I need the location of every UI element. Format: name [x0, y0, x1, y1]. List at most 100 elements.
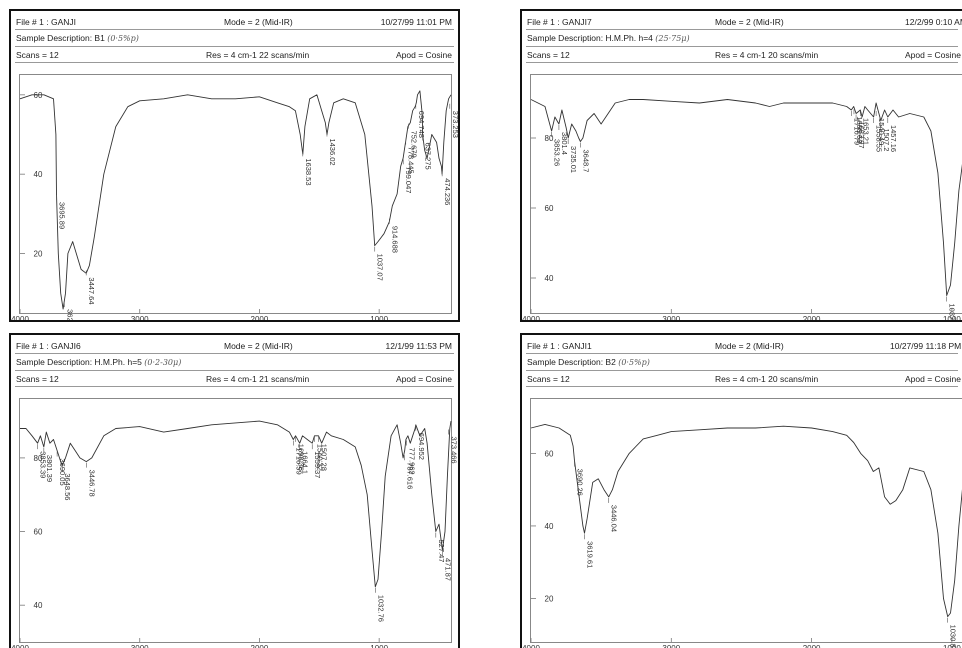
peak-label: 1638.53 — [304, 158, 313, 185]
peak-label: 914.688 — [390, 226, 399, 253]
scans-label: Scans = 12 — [527, 374, 570, 384]
scans-label: Scans = 12 — [527, 50, 570, 60]
x-tick-label: 2000 — [803, 644, 821, 648]
spectrum-line — [20, 420, 452, 588]
panel-header: File # 1 : GANJI1 Mode = 2 (Mid-IR) 10/2… — [522, 335, 962, 389]
peak-label: 3690.26 — [576, 469, 585, 496]
peak-label: 1683.97 — [857, 121, 866, 148]
handwritten-note: (25·75μ) — [655, 34, 690, 43]
plot-area — [530, 398, 962, 643]
peak-label: 777.962 — [408, 448, 417, 475]
file-label: File # 1 : GANJI — [16, 17, 76, 27]
spectrum-line — [530, 99, 962, 296]
peak-label: 1030.89 — [949, 625, 958, 648]
x-tick-label: 1000 — [370, 315, 388, 322]
apodization-label: Apod = Cosine — [396, 50, 452, 60]
spectrum-line — [530, 423, 962, 618]
spectrum-panel-ganji1: File # 1 : GANJI1 Mode = 2 (Mid-IR) 10/2… — [520, 333, 962, 648]
y-tick-label: 40 — [34, 170, 43, 179]
sample-description: Sample Description: H.M.Ph. h=5 (0·2-30μ… — [16, 357, 181, 367]
plot-area — [19, 74, 452, 314]
x-tick-label: 3000 — [662, 315, 680, 322]
y-tick-label: 60 — [34, 528, 43, 537]
header-divider — [526, 370, 958, 371]
x-tick-label: 3000 — [662, 644, 680, 648]
peak-label: 1037.07 — [376, 254, 385, 281]
header-divider — [15, 353, 454, 354]
peak-label: 1716.59 — [294, 448, 303, 475]
peak-label: 787.616 — [406, 462, 415, 489]
peak-label: 1698.36 — [297, 444, 306, 471]
peak-label: 694.748 — [417, 111, 426, 138]
peak-label: 1716.79 — [852, 118, 861, 145]
spectrum-chart: 20 40 60 4000 3000 2000 1000 3690.26 3619.61 3446… — [522, 423, 962, 648]
peak-label: 1436.02 — [328, 138, 337, 165]
description-text: Sample Description: H.M.Ph. h=4 — [527, 33, 653, 43]
file-label: File # 1 : GANJI1 — [527, 341, 592, 351]
handwritten-note: (0·5%p) — [618, 358, 650, 367]
peak-label: 1032.76 — [376, 595, 385, 622]
peak-label: 3801.39 — [45, 455, 54, 482]
header-divider — [15, 62, 454, 63]
peak-label: 3735.01 — [569, 146, 578, 173]
spectrum-chart: 40 60 80 4000 3000 2000 1000 3853.263801.43735.… — [522, 99, 962, 322]
y-tick-label: 80 — [34, 454, 43, 463]
x-tick-label: 1000 — [370, 644, 388, 648]
peak-label: 3853.26 — [553, 139, 562, 166]
y-tick-label: 40 — [34, 601, 43, 610]
resolution-label: Res = 4 cm-1 20 scans/min — [715, 50, 819, 60]
spectrum-line — [19, 90, 452, 310]
y-tick-label: 60 — [545, 204, 554, 213]
peak-label: 694.952 — [417, 433, 426, 460]
peak-label: 527.47 — [437, 539, 446, 562]
peak-label: 3620.63 — [65, 309, 74, 322]
description-text: Sample Description: B2 — [527, 357, 616, 367]
header-divider — [526, 386, 958, 387]
file-label: File # 1 : GANJI7 — [527, 17, 592, 27]
date-label: 10/27/99 11:01 PM — [380, 17, 452, 27]
plot-area — [19, 398, 452, 643]
handwritten-note: (0·5%p) — [107, 34, 139, 43]
header-divider — [15, 370, 454, 371]
apodization-label: Apod = Cosine — [396, 374, 452, 384]
date-label: 12/1/99 11:53 PM — [385, 341, 452, 351]
x-tick-label: 2000 — [251, 315, 269, 322]
header-divider — [526, 46, 958, 47]
y-tick-label: 60 — [545, 449, 554, 458]
apodization-label: Apod = Cosine — [905, 374, 961, 384]
peak-label: 3446.04 — [610, 505, 619, 532]
peak-label: 1559.37 — [313, 451, 322, 478]
handwritten-note: (0·2-30μ) — [144, 358, 182, 367]
peak-label: 752.679 — [410, 131, 419, 158]
x-tick-label: 4000 — [522, 315, 540, 322]
x-tick-label: 1000 — [943, 644, 961, 648]
header-divider — [526, 62, 958, 63]
scans-label: Scans = 12 — [16, 374, 59, 384]
y-tick-label: 20 — [545, 594, 554, 603]
resolution-label: Res = 4 cm-1 21 scans/min — [206, 374, 310, 384]
mode-label: Mode = 2 (Mid-IR) — [715, 17, 784, 27]
x-tick-label: 2000 — [251, 644, 269, 648]
y-tick-label: 40 — [545, 522, 554, 531]
peak-label: 3648.7 — [581, 149, 590, 172]
spectrum-panel-ganji6: File # 1 : GANJI6 Mode = 2 (Mid-IR) 12/1… — [9, 333, 460, 648]
peak-label: 3801.4 — [560, 132, 569, 155]
peak-label: 373.253 — [451, 111, 460, 138]
resolution-label: Res = 4 cm-1 22 scans/min — [206, 50, 310, 60]
plot-area — [530, 74, 962, 314]
x-tick-label: 3000 — [131, 315, 149, 322]
spectrum-panel-ganji: File # 1 : GANJI Mode = 2 (Mid-IR) 10/27… — [9, 9, 460, 322]
peak-label: 1653.21 — [861, 118, 870, 145]
peak-label: 3619.61 — [586, 541, 595, 568]
peak-label: 1698.68 — [855, 116, 864, 143]
header-divider — [15, 29, 454, 30]
peak-label: 637.275 — [424, 143, 433, 170]
sample-description: Sample Description: B2 (0·5%p) — [527, 357, 650, 367]
header-divider — [526, 29, 958, 30]
scans-label: Scans = 12 — [16, 50, 59, 60]
y-tick-label: 20 — [34, 250, 43, 259]
y-tick-label: 80 — [545, 134, 554, 143]
date-label: 10/27/99 11:18 PM — [890, 341, 962, 351]
peak-label: 3695.89 — [58, 202, 67, 229]
